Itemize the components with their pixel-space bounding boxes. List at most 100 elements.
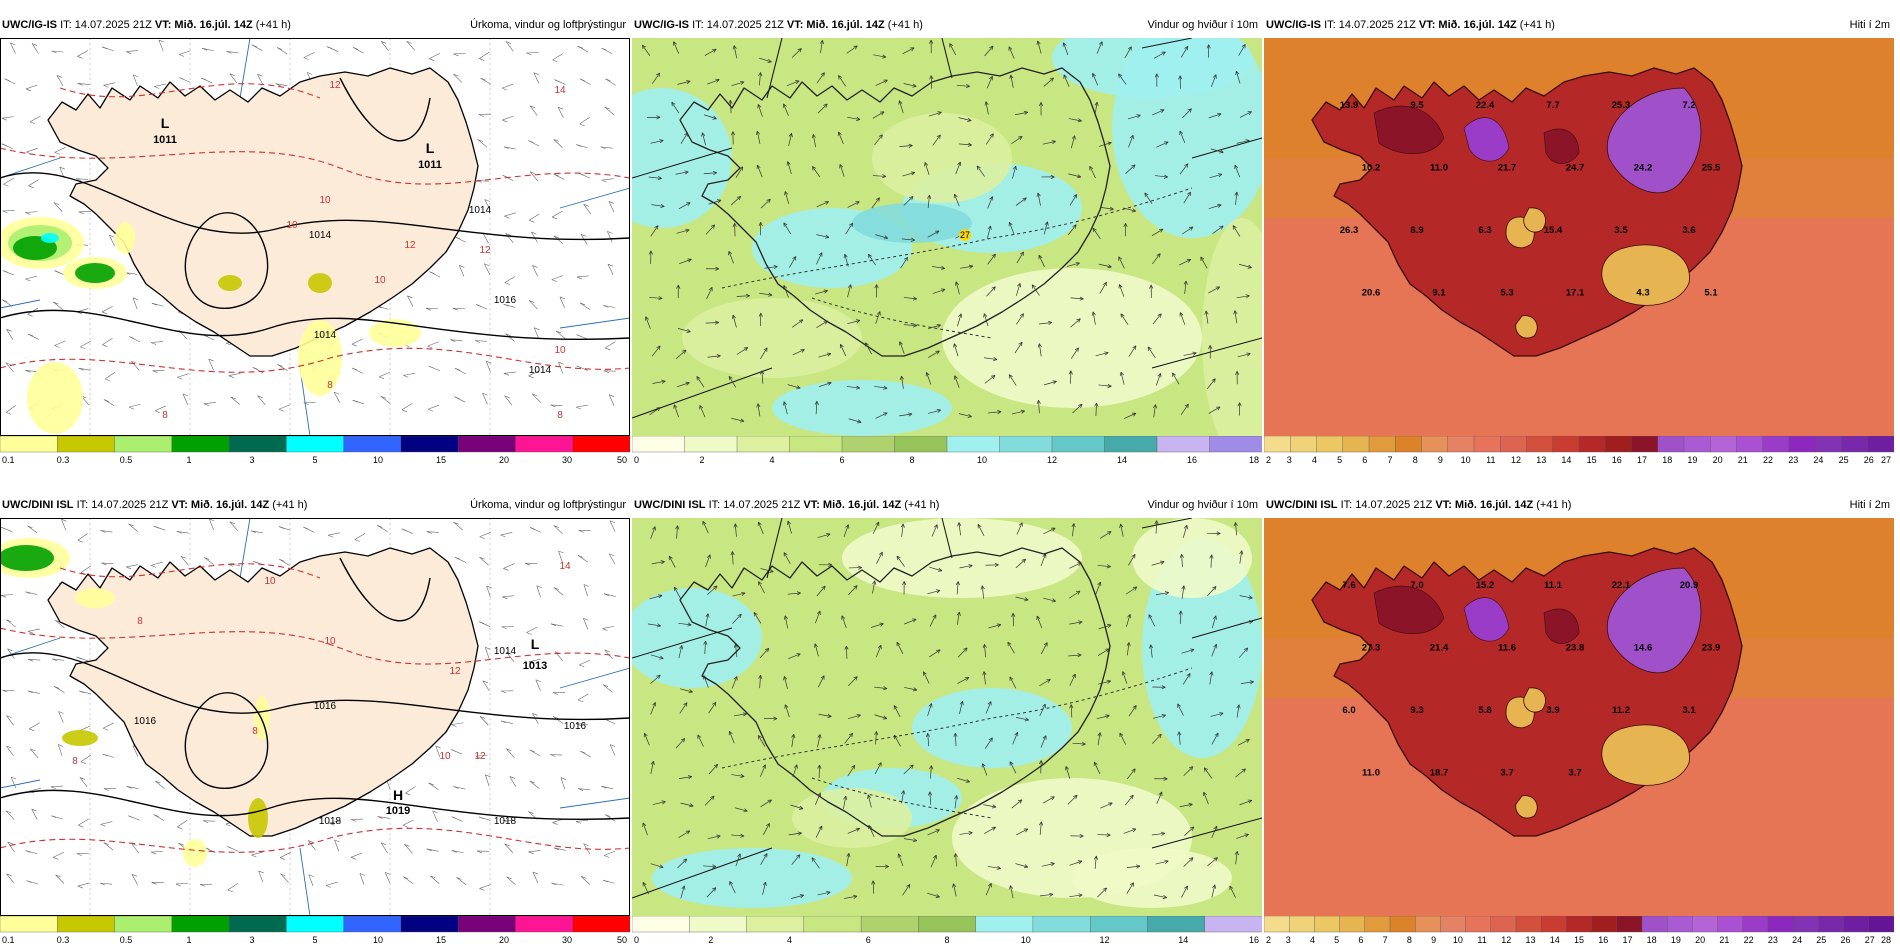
wind-barb-flag — [604, 649, 610, 653]
wind-arrow-head — [1215, 857, 1218, 862]
wind-arrow-head — [953, 343, 955, 348]
wind-arrow — [651, 72, 661, 84]
wind-arrow — [1208, 286, 1220, 294]
wind-arrow-head — [1036, 192, 1039, 197]
wind-barb — [484, 199, 491, 211]
wind-arrow — [1066, 262, 1080, 267]
colorbar-swatch — [1364, 916, 1391, 933]
wind-barb-flag — [432, 810, 438, 814]
wind-arrow — [733, 45, 738, 59]
wind-arrow-head — [960, 313, 963, 318]
wind-arrow — [839, 164, 845, 177]
colorbar-tick-label: 18 — [1647, 935, 1657, 945]
wind-barb-flag — [252, 367, 258, 370]
wind-arrow — [1181, 554, 1183, 568]
wind-arrow — [903, 838, 917, 842]
wind-arrow — [680, 885, 685, 899]
wind-barb-flag — [482, 392, 488, 396]
wind-barb — [104, 371, 116, 380]
wind-arrow — [1126, 768, 1136, 780]
wind-arrow — [757, 735, 766, 747]
wind-arrow-head — [737, 853, 741, 857]
temperature-label: 3.1 — [1682, 705, 1696, 716]
wind-map — [632, 518, 1262, 916]
wind-arrow — [984, 737, 993, 749]
wind-arrow-head — [659, 140, 664, 144]
wind-barb-flag — [10, 776, 17, 780]
wind-arrow-head — [712, 866, 717, 869]
wind-arrow-head — [856, 119, 861, 121]
wind-barb-flag — [478, 816, 485, 820]
wind-barb — [150, 341, 163, 343]
wind-arrow-head — [874, 580, 877, 585]
wind-arrow-head — [912, 325, 917, 328]
wind-arrow-head — [1216, 531, 1221, 534]
wind-arrow — [1070, 297, 1084, 300]
wind-barb-flag — [401, 409, 408, 413]
wind-arrow-head — [957, 581, 960, 586]
isotherms — [0, 563, 630, 853]
wind-arrow — [876, 551, 883, 564]
wind-arrow-head — [1208, 44, 1211, 49]
wind-arrow-head — [924, 162, 929, 166]
wind-arrow-head — [1211, 554, 1214, 559]
wind-barb — [426, 848, 439, 852]
wind-barb-flag — [29, 728, 35, 732]
wind-arrow-head — [659, 864, 664, 868]
wind-barb-flag — [484, 263, 490, 267]
wind-arrow-head — [1177, 703, 1182, 707]
wind-arrow — [1184, 826, 1195, 836]
wind-arrow — [1063, 42, 1069, 56]
wind-barb-flag — [401, 528, 407, 532]
wind-arrow — [734, 523, 737, 537]
wind-arrow-head — [953, 343, 958, 347]
wind-arrow-head — [1132, 705, 1137, 708]
wind-arrow — [1155, 592, 1169, 596]
wind-barb — [560, 777, 565, 790]
wind-arrow — [1207, 586, 1217, 597]
wind-arrow-head — [681, 885, 685, 890]
wind-arrow-head — [786, 161, 788, 166]
wind-arrow-head — [936, 590, 941, 594]
wind-arrow — [1038, 343, 1042, 357]
wind-barb — [531, 393, 541, 403]
wind-arrow — [870, 623, 884, 628]
wind-barb-flag — [550, 404, 556, 408]
wind-arrow — [817, 675, 825, 688]
wind-arrow — [957, 313, 962, 327]
wind-arrow-head — [783, 676, 785, 681]
wind-barb — [103, 842, 114, 851]
panel-header: UWC/IG-IS IT: 14.07.2025 21Z VT: Mið. 16… — [1264, 14, 1894, 36]
wind-arrow-head — [763, 853, 768, 857]
wind-arrow-head — [1188, 259, 1192, 263]
wind-barb-flag — [51, 815, 57, 819]
wind-arrow — [1097, 887, 1107, 898]
wind-arrow-head — [1160, 561, 1165, 565]
wind-arrow — [928, 111, 942, 117]
colorbar-tick-label: 9 — [1438, 455, 1443, 465]
wind-arrow-head — [713, 224, 716, 229]
wind-arrow-head — [1097, 581, 1101, 585]
wind-barb — [456, 877, 467, 885]
wind-arrow — [652, 801, 666, 805]
wind-barb-flag — [78, 211, 84, 215]
wind-arrow-head — [786, 520, 789, 525]
wind-arrow-head — [912, 689, 918, 692]
colorbar-swatch — [1368, 436, 1396, 453]
wind-barb — [126, 786, 139, 789]
wind-arrow-head — [1137, 114, 1141, 119]
wind-arrow-head — [677, 525, 680, 530]
wind-arrow-head — [929, 75, 932, 80]
wind-speed-area — [632, 88, 732, 228]
wind-arrow-head — [993, 359, 998, 362]
wind-barb-flag — [151, 882, 157, 885]
wind-barb-flag — [28, 185, 34, 189]
wind-arrow-head — [965, 781, 970, 783]
temperature-label: 26.3 — [1340, 225, 1359, 236]
wind-barb-flag — [258, 870, 264, 874]
wind-arrow-head — [1096, 855, 1099, 860]
wind-arrow — [960, 265, 973, 269]
wind-arrow-head — [912, 298, 917, 301]
wind-arrow — [1068, 173, 1081, 178]
colorbar-tick-label: 16 — [1612, 455, 1622, 465]
